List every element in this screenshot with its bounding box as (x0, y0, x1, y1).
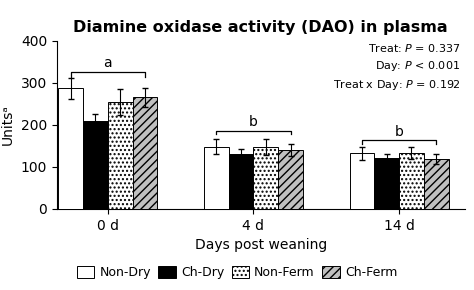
Bar (349, 153, 374, 209)
Legend: Non-Dry, Ch-Dry, Non-Ferm, Ch-Ferm: Non-Dry, Ch-Dry, Non-Ferm, Ch-Ferm (72, 260, 402, 284)
Text: b: b (249, 115, 258, 129)
Bar (83, 121, 108, 209)
Bar (424, 159, 448, 209)
Text: Treat: $P$ = 0.337
Day: $P$ < 0.001
Treat x Day: $P$ = 0.192: Treat: $P$ = 0.337 Day: $P$ < 0.001 Trea… (333, 42, 460, 92)
Bar (399, 153, 424, 209)
Bar (254, 147, 278, 209)
Bar (133, 97, 157, 209)
Bar (374, 158, 399, 209)
Text: b: b (394, 125, 403, 139)
Title: Diamine oxidase activity (DAO) in plasma: Diamine oxidase activity (DAO) in plasma (73, 20, 448, 35)
Bar (228, 154, 254, 209)
Bar (58, 88, 83, 209)
Bar (278, 150, 303, 209)
Y-axis label: Unitsᵃ: Unitsᵃ (1, 104, 15, 145)
Bar (204, 146, 228, 209)
Bar (108, 102, 133, 209)
Text: a: a (103, 57, 112, 70)
X-axis label: Days post weaning: Days post weaning (194, 238, 327, 252)
